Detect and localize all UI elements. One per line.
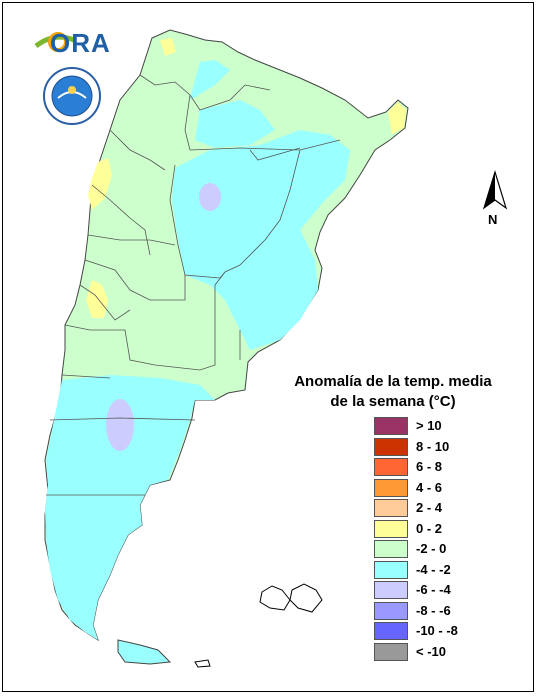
legend-label: < -10	[416, 643, 446, 659]
north-arrow: N	[480, 169, 510, 232]
anomaly-region-cyan-north	[172, 130, 350, 350]
anomaly-region-cyan-patagonia	[45, 375, 215, 640]
ora-logo-text: ORA	[50, 28, 111, 58]
legend-label: -10 - -8	[416, 623, 458, 638]
anomaly-spot-yellow-misiones	[388, 102, 406, 134]
legend-title: Anomalía de la temp. media de la semana …	[290, 372, 496, 412]
legend-swatch	[374, 622, 408, 640]
legend-swatch	[374, 458, 408, 476]
smn-seal-icon	[43, 67, 101, 125]
legend-swatch	[374, 601, 408, 620]
tierra-del-fuego	[117, 639, 172, 665]
legend-label: 4 - 6	[416, 479, 443, 495]
legend-swatch	[374, 437, 408, 456]
legend-label: 8 - 10	[416, 438, 450, 454]
legend-label: -4 - -2	[416, 561, 451, 577]
anomaly-spot-yellow-mendoza	[86, 280, 108, 318]
legend-label: -8 - -6	[416, 602, 451, 618]
legend-title-line2: de la semana (°C)	[330, 393, 456, 410]
islas-sur	[194, 659, 211, 668]
legend-swatch	[374, 540, 408, 558]
north-arrow-icon	[482, 169, 508, 210]
anomaly-spot-lavender-cordoba	[199, 183, 221, 211]
anomaly-spot-yellow-jujuy	[160, 38, 176, 56]
ora-logo: ORA	[34, 24, 110, 58]
legend-label: -6 - -4	[416, 582, 451, 597]
legend-swatch	[374, 499, 408, 517]
legend-label: 6 - 8	[416, 459, 443, 474]
anomaly-spot-yellow-catamarca	[88, 158, 112, 210]
legend-swatch	[374, 581, 408, 599]
legend-swatch	[374, 478, 408, 497]
legend-label: 0 - 2	[416, 520, 443, 536]
anomaly-region-cyan-chaco	[195, 100, 275, 148]
north-label: N	[488, 212, 498, 227]
legend-swatch	[374, 560, 408, 579]
smn-seal	[42, 66, 102, 126]
legend-swatch	[374, 642, 408, 661]
legend-label: -2 - 0	[416, 541, 447, 556]
legend-label: 2 - 4	[416, 500, 443, 515]
province-borders	[46, 74, 341, 496]
legend-swatch	[374, 417, 408, 435]
legend-swatch	[374, 519, 408, 538]
ora-logo-icon	[34, 32, 75, 52]
malvinas-islands	[259, 583, 323, 613]
legend-title-line1: Anomalía de la temp. media	[294, 373, 492, 390]
anomaly-region-cyan-northwest	[190, 60, 230, 100]
legend-label: > 10	[416, 418, 442, 433]
anomaly-spot-lavender-patagonia	[106, 399, 134, 451]
